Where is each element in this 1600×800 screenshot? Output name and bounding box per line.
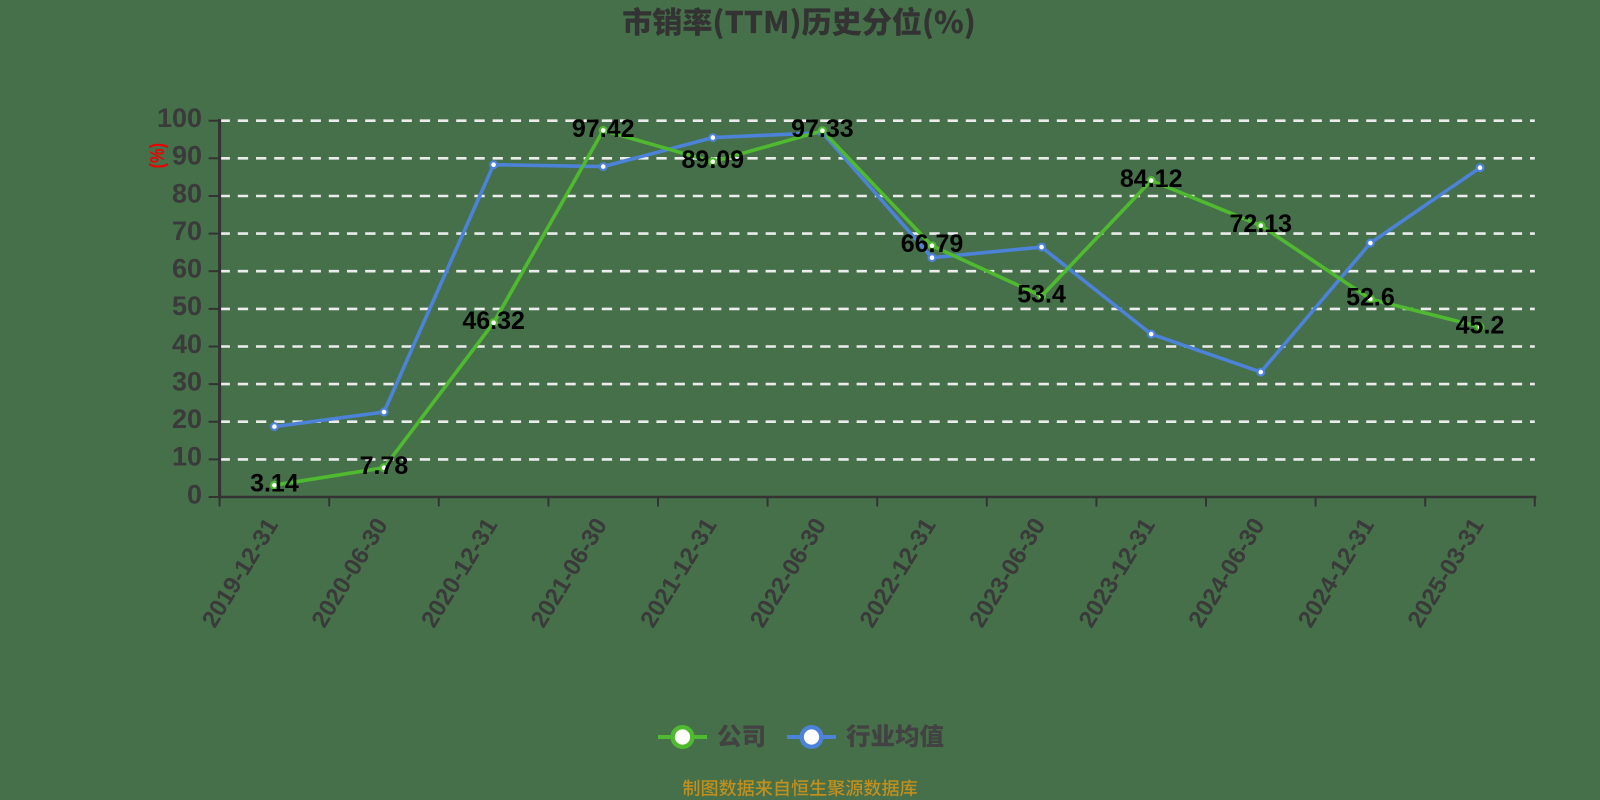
svg-text:66.79: 66.79 xyxy=(901,230,964,258)
svg-text:2022-06-30: 2022-06-30 xyxy=(745,514,832,633)
svg-text:2022-12-31: 2022-12-31 xyxy=(854,514,941,633)
svg-text:20: 20 xyxy=(172,404,202,434)
svg-text:3.14: 3.14 xyxy=(250,470,299,498)
svg-text:2024-12-31: 2024-12-31 xyxy=(1293,514,1380,633)
svg-text:2021-06-30: 2021-06-30 xyxy=(526,514,613,633)
svg-text:97.42: 97.42 xyxy=(572,115,635,143)
svg-text:2020-06-30: 2020-06-30 xyxy=(306,514,393,633)
svg-text:84.12: 84.12 xyxy=(1120,165,1183,193)
svg-text:70: 70 xyxy=(172,216,202,246)
svg-text:100: 100 xyxy=(157,103,202,133)
svg-text:0: 0 xyxy=(187,479,202,509)
svg-text:52.6: 52.6 xyxy=(1346,284,1395,312)
svg-text:7.78: 7.78 xyxy=(360,452,409,480)
svg-text:2020-12-31: 2020-12-31 xyxy=(416,514,503,633)
svg-text:45.2: 45.2 xyxy=(1456,311,1505,339)
svg-text:72.13: 72.13 xyxy=(1230,210,1293,238)
svg-text:60: 60 xyxy=(172,254,202,284)
svg-text:89.09: 89.09 xyxy=(682,146,745,174)
svg-text:10: 10 xyxy=(172,442,202,472)
svg-text:2021-12-31: 2021-12-31 xyxy=(635,514,722,633)
svg-text:30: 30 xyxy=(172,366,202,396)
svg-text:46.32: 46.32 xyxy=(462,307,525,335)
svg-text:2023-06-30: 2023-06-30 xyxy=(964,514,1051,633)
svg-text:(%): (%) xyxy=(145,143,168,168)
svg-text:97.33: 97.33 xyxy=(791,115,854,143)
svg-text:40: 40 xyxy=(172,329,202,359)
svg-text:53.4: 53.4 xyxy=(1017,281,1066,309)
svg-text:80: 80 xyxy=(172,178,202,208)
svg-text:90: 90 xyxy=(172,141,202,171)
svg-text:2023-12-31: 2023-12-31 xyxy=(1074,514,1161,633)
svg-text:2019-12-31: 2019-12-31 xyxy=(197,514,284,633)
svg-text:2025-03-31: 2025-03-31 xyxy=(1402,514,1489,633)
svg-text:50: 50 xyxy=(172,291,202,321)
svg-text:2024-06-30: 2024-06-30 xyxy=(1183,514,1270,633)
